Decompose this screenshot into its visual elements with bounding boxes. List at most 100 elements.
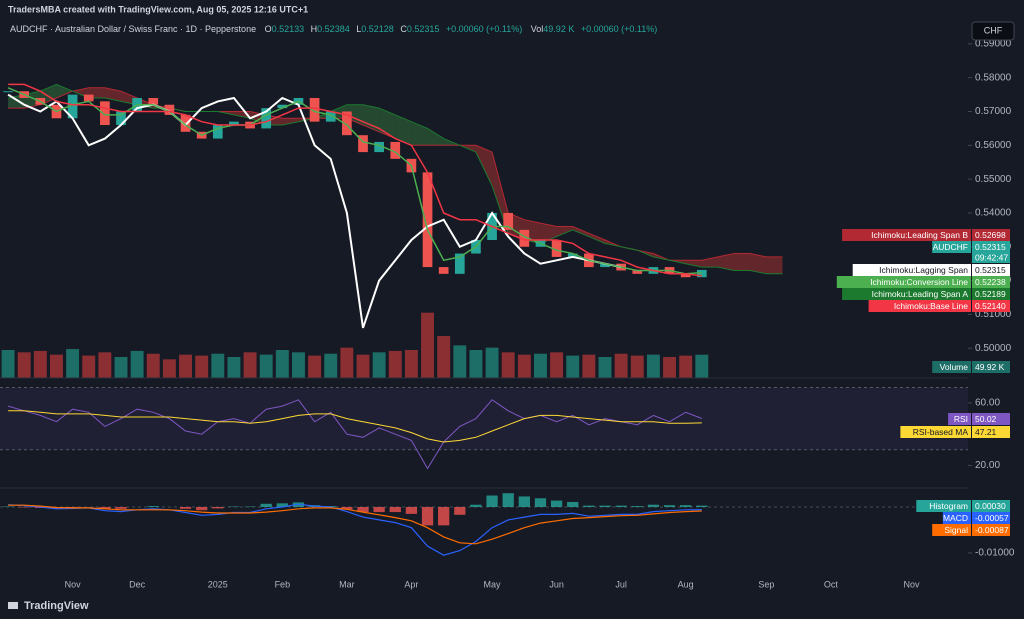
- cloud: [717, 253, 735, 271]
- volume-bar: [550, 352, 564, 378]
- volume-bar: [259, 354, 273, 378]
- badge-name: Ichimoku:Leading Span A: [872, 289, 969, 299]
- histogram-bar: [663, 505, 676, 507]
- x-tick-label: Sep: [758, 579, 774, 589]
- badge: [972, 524, 1010, 536]
- histogram-bar: [212, 507, 224, 509]
- legend-key: L: [356, 24, 361, 34]
- cloud: [411, 121, 428, 146]
- volume-bar: [356, 354, 370, 378]
- candle: [116, 111, 126, 126]
- histogram-bar: [599, 505, 611, 507]
- cloud: [685, 260, 702, 268]
- candle: [632, 270, 643, 274]
- volume-bar: [372, 352, 386, 378]
- cloud: [556, 226, 573, 237]
- line: [7, 87, 702, 275]
- candle: [696, 269, 707, 278]
- candle: [551, 240, 562, 257]
- histogram-bar: [389, 507, 401, 513]
- symbol-legend: AUDCHF · Australian Dollar / Swiss Franc…: [10, 24, 657, 34]
- volume-bar: [33, 350, 47, 378]
- badge: [972, 276, 1010, 288]
- candle: [309, 97, 320, 122]
- x-tick-label: May: [484, 579, 502, 589]
- x-tick-label: Jun: [549, 579, 564, 589]
- volume-bar: [388, 350, 402, 378]
- legend-value: 0.52128: [361, 24, 394, 34]
- badge-name: MACD: [943, 513, 968, 523]
- volume-bar: [179, 354, 192, 378]
- badge-name-box: [868, 300, 971, 312]
- badge: [972, 264, 1010, 276]
- badge-name-box: [932, 524, 971, 536]
- volume-bar: [695, 354, 709, 378]
- rsi-band: [0, 387, 968, 450]
- currency-label: CHF: [984, 25, 1003, 35]
- cloud: [766, 256, 783, 274]
- x-tick-label: Aug: [678, 579, 694, 589]
- candle: [67, 94, 78, 119]
- candle: [325, 111, 336, 122]
- legend-key: Vol: [531, 24, 544, 34]
- y-tick-label: 0.54000: [975, 208, 1012, 219]
- histogram-bar: [486, 495, 498, 507]
- histogram-bar: [147, 506, 159, 507]
- badge-value: 0.00030: [975, 501, 1006, 511]
- cloud: [475, 145, 493, 186]
- x-tick-label: Apr: [404, 579, 418, 589]
- volume-bar: [517, 354, 531, 378]
- badge-name: Ichimoku:Lagging Span: [879, 265, 968, 275]
- badge-name: RSI: [954, 414, 968, 424]
- badge-value: 47.21: [975, 427, 997, 437]
- volume-bar: [17, 352, 31, 378]
- y-tick-label: 0.51000: [975, 309, 1012, 320]
- cloud: [750, 253, 767, 274]
- histogram-bar: [696, 505, 708, 507]
- candle: [3, 91, 13, 93]
- volume-bar: [243, 352, 257, 378]
- histogram-bar: [583, 505, 595, 507]
- x-tick-label: Feb: [275, 579, 291, 589]
- candle: [83, 94, 94, 102]
- histogram-bar: [115, 507, 127, 509]
- badge: [972, 413, 1010, 425]
- histogram-bar: [421, 507, 434, 526]
- volume-bar: [324, 353, 338, 378]
- candle: [229, 121, 239, 126]
- volume-bar: [421, 312, 434, 378]
- macd-line: [8, 504, 702, 545]
- badge-name-box: [932, 361, 971, 373]
- candle: [567, 253, 578, 257]
- histogram-bar: [99, 507, 111, 509]
- badge: [972, 229, 1010, 241]
- volume-bar: [679, 355, 693, 378]
- cloud: [56, 84, 73, 98]
- candle: [212, 125, 223, 139]
- badge-value: 0.52315: [975, 242, 1006, 252]
- currency-button[interactable]: [971, 21, 1015, 41]
- histogram-bar: [405, 507, 418, 514]
- badge: [972, 288, 1010, 300]
- histogram-bar: [470, 504, 482, 507]
- y-tick-label: 60.00: [975, 398, 1000, 409]
- credit: TradersMBA created with TradingView.com,…: [8, 4, 308, 14]
- badge-name-box: [948, 413, 971, 425]
- cloud: [282, 118, 299, 126]
- badge-value: 49.92 K: [975, 362, 1005, 372]
- volume-bar: [130, 350, 144, 378]
- volume-bar: [162, 359, 176, 378]
- cloud: [395, 114, 412, 146]
- x-tick-label: 2025: [208, 579, 228, 589]
- legend-value: +0.00060 (+0.11%): [446, 24, 522, 34]
- cloud: [588, 233, 605, 244]
- histogram-bar: [647, 504, 660, 507]
- x-tick-label: Oct: [824, 579, 839, 589]
- volume-bar: [292, 352, 305, 378]
- candle: [180, 114, 191, 132]
- line: [8, 83, 702, 277]
- histogram-bar: [179, 507, 192, 509]
- badge-name-box: [836, 276, 971, 288]
- volume-bar: [582, 354, 596, 378]
- volume-bar: [663, 357, 676, 378]
